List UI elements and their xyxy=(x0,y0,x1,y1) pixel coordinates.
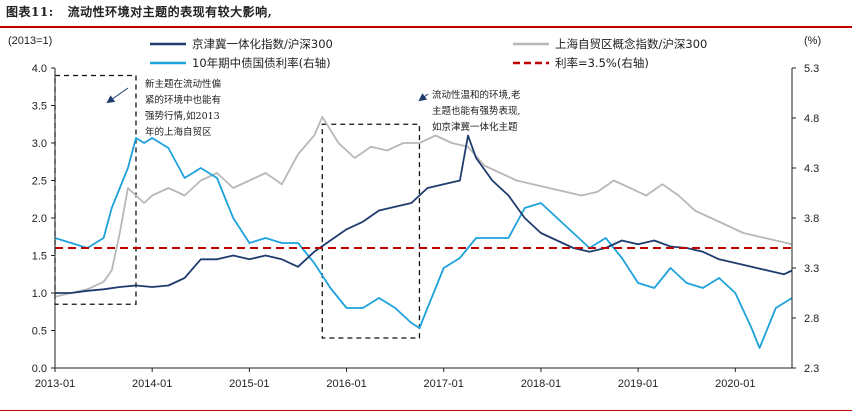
figure-title: 图表11: 流动性环境对主题的表现有较大影响, xyxy=(6,3,272,20)
figure-number: 图表11: xyxy=(6,5,54,19)
left-tick-label: 0.0 xyxy=(32,363,47,375)
x-tick-label: 2020-01 xyxy=(715,378,755,390)
legend: 京津冀一体化指数/沪深300 上海自贸区概念指数/沪深300 10年期中债国债利率(… xyxy=(150,37,707,70)
right-tick-label: 3.3 xyxy=(804,263,819,275)
right-tick-label: 4.8 xyxy=(804,113,819,125)
highlight-boxes xyxy=(54,74,421,339)
left-tick-label: 3.0 xyxy=(32,138,47,150)
left-tick-label: 2.5 xyxy=(32,176,47,188)
annotation-2-line-1: 流动性温和的环境,老 xyxy=(432,89,521,101)
x-tick-label: 2019-01 xyxy=(618,378,658,390)
series-lines xyxy=(54,115,793,349)
right-tick-label: 5.3 xyxy=(804,63,819,75)
left-tick-label: 3.5 xyxy=(32,101,47,113)
series-line-1 xyxy=(55,134,793,294)
annotation-2-line-3: 如京津冀一体化主题 xyxy=(432,121,518,133)
bottom-rule xyxy=(0,410,852,411)
legend-label-4: 利率=3.5%(右轴) xyxy=(555,56,649,70)
x-tick-label: 2013-01 xyxy=(35,378,75,390)
annotation-1-line-4: 年的上海自贸区 xyxy=(145,126,212,138)
x-tick-label: 2014-01 xyxy=(132,378,172,390)
right-axis-unit: (%) xyxy=(804,35,821,47)
annotation-2-line-2: 主题也能有强势表现, xyxy=(432,105,521,117)
highlight-box-1 xyxy=(54,74,137,305)
left-tick-label: 0.5 xyxy=(32,326,47,338)
series-line-2 xyxy=(54,115,793,298)
legend-label-3: 10年期中债国债利率(右轴) xyxy=(192,56,331,70)
left-tick-label: 1.5 xyxy=(32,251,47,263)
right-tick-label: 4.3 xyxy=(804,163,819,175)
axes: 0.0 0.5 1.0 1.5 2.0 2.5 3.0 3.5 4.0 2.3 2.8 3.3 3.8 4… xyxy=(8,35,821,390)
x-tick-label: 2015-01 xyxy=(229,378,269,390)
x-tick-label: 2018-01 xyxy=(521,378,561,390)
right-tick-label: 2.8 xyxy=(804,313,819,325)
series-line-3 xyxy=(54,137,793,349)
annotation-1-line-1: 新主题在流动性偏 xyxy=(145,78,221,90)
annotation-arrow-2 xyxy=(418,93,429,102)
highlight-box-2 xyxy=(321,123,421,339)
figure-title-text: 流动性环境对主题的表现有较大影响, xyxy=(67,5,273,19)
annotation-1-line-3: 强势行情,如2013 xyxy=(145,110,220,122)
title-rule xyxy=(0,26,852,28)
right-tick-label: 3.8 xyxy=(804,213,819,225)
annotation-1-line-2: 紧的环境中也能有 xyxy=(145,94,221,106)
x-tick-label: 2016-01 xyxy=(326,378,366,390)
left-tick-label: 4.0 xyxy=(32,63,47,75)
x-tick-label: 2017-01 xyxy=(424,378,464,390)
annotation-arrow-1 xyxy=(106,87,129,104)
right-tick-label: 2.3 xyxy=(804,363,819,375)
legend-label-2: 上海自贸区概念指数/沪深300 xyxy=(555,37,707,51)
left-axis-unit: (2013=1) xyxy=(8,35,52,47)
left-tick-label: 2.0 xyxy=(32,213,47,225)
legend-label-1: 京津冀一体化指数/沪深300 xyxy=(192,37,333,51)
left-tick-label: 1.0 xyxy=(32,288,47,300)
